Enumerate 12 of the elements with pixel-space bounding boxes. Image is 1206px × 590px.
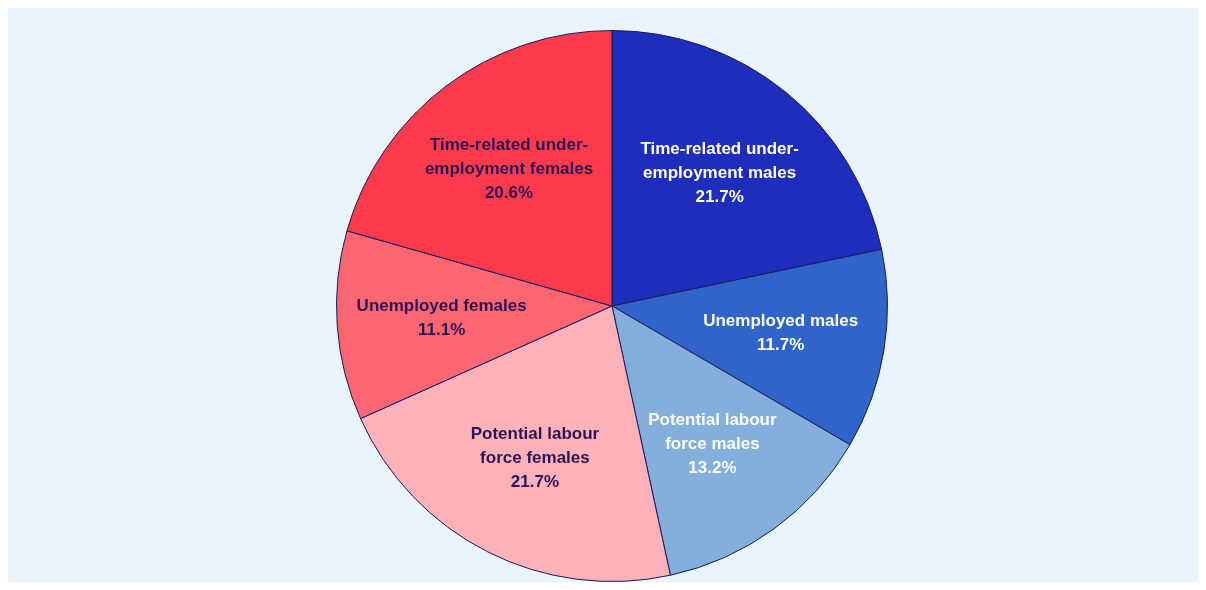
slice-label: Time-related under-employment males	[640, 139, 799, 183]
slice-label: Potential labour force males	[648, 409, 777, 453]
data-label: 21.7%	[695, 187, 744, 207]
data-label: 21.7%	[510, 472, 560, 492]
slice-label: Unemployed females	[356, 296, 527, 316]
slice-label: Potential labour force females	[470, 424, 600, 468]
data-label: 11.7%	[756, 334, 805, 354]
slice-label: Unemployed males	[703, 310, 859, 330]
data-label: 20.6%	[484, 183, 534, 203]
data-label: 11.1%	[418, 320, 466, 340]
data-label: 13.2%	[688, 457, 737, 477]
slice-label: Time-related under-employment females	[424, 135, 594, 179]
